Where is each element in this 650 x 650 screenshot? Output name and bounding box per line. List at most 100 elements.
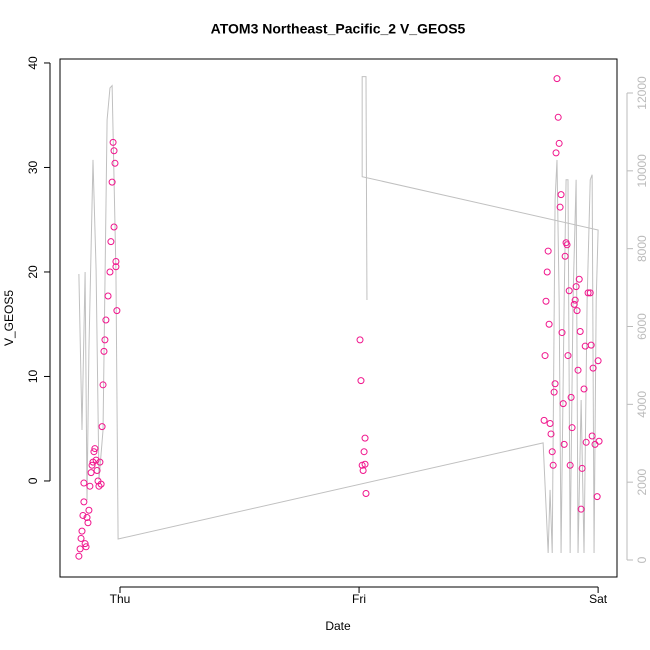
point	[106, 268, 114, 276]
point	[580, 385, 588, 393]
point	[360, 448, 368, 456]
point	[542, 297, 550, 305]
point	[573, 307, 581, 315]
point	[77, 534, 85, 542]
point	[85, 506, 93, 514]
point	[593, 493, 601, 501]
point	[574, 366, 582, 374]
point	[96, 458, 104, 466]
y-tick-label: 0	[26, 477, 40, 484]
point	[86, 482, 94, 490]
point	[102, 316, 110, 324]
point	[550, 388, 558, 396]
point	[566, 461, 574, 469]
point	[584, 289, 592, 297]
y2-tick-label: 6000	[635, 313, 649, 340]
point	[541, 352, 549, 360]
point	[91, 445, 99, 453]
point	[540, 416, 548, 424]
point	[80, 479, 88, 487]
x-tick-label: Thu	[110, 592, 131, 606]
point	[95, 482, 103, 490]
chart-title: ATOM3 Northeast_Pacific_2 V_GEOS5	[211, 21, 466, 37]
point	[83, 514, 91, 522]
point	[559, 400, 567, 408]
point	[554, 113, 562, 121]
line-series	[78, 76, 599, 554]
point	[111, 159, 119, 167]
point	[82, 543, 90, 551]
point	[108, 178, 116, 186]
point	[101, 336, 109, 344]
point	[560, 440, 568, 448]
point	[362, 490, 370, 498]
point	[110, 223, 118, 231]
point	[359, 467, 367, 475]
plot-frame	[59, 58, 618, 578]
point	[99, 381, 107, 389]
point	[571, 296, 579, 304]
point	[555, 139, 563, 147]
point	[112, 258, 120, 266]
point	[575, 275, 583, 283]
point	[565, 287, 573, 295]
point	[543, 268, 551, 276]
y-tick-label: 30	[26, 160, 40, 174]
point	[84, 519, 92, 527]
point	[361, 460, 369, 468]
point	[544, 247, 552, 255]
point	[561, 252, 569, 260]
y2-tick-label: 4000	[635, 391, 649, 418]
point	[578, 464, 586, 472]
point	[78, 527, 86, 535]
point	[576, 328, 584, 336]
x-axis-label: Date	[325, 619, 351, 633]
point	[80, 498, 88, 506]
point	[81, 540, 89, 548]
point	[549, 461, 557, 469]
y2-tick-label: 12000	[635, 76, 649, 110]
point	[100, 347, 108, 355]
point	[92, 456, 100, 464]
point	[587, 341, 595, 349]
point	[588, 432, 596, 440]
point	[547, 430, 555, 438]
point	[582, 438, 590, 446]
y2-tick-label: 0	[635, 556, 649, 563]
y-tick-label: 10	[26, 369, 40, 383]
point	[545, 320, 553, 328]
point	[546, 419, 554, 427]
point	[87, 469, 95, 477]
y2-tick-label: 8000	[635, 235, 649, 262]
point	[548, 448, 556, 456]
point	[567, 393, 575, 401]
point	[557, 191, 565, 199]
point	[356, 336, 364, 344]
point	[551, 380, 559, 388]
point	[564, 352, 572, 360]
point	[107, 238, 115, 246]
point	[581, 342, 589, 350]
point	[104, 292, 112, 300]
point	[563, 241, 571, 249]
point	[90, 448, 98, 456]
point	[552, 149, 560, 157]
point	[109, 138, 117, 146]
x-tick-label: Fri	[352, 592, 366, 606]
point	[93, 467, 101, 475]
y2-tick-label: 10000	[635, 154, 649, 188]
y2-tick-label: 2000	[635, 468, 649, 495]
point	[79, 511, 87, 519]
point	[594, 357, 602, 365]
y-tick-label: 40	[26, 56, 40, 70]
point	[586, 289, 594, 297]
point	[112, 263, 120, 271]
point	[110, 147, 118, 155]
point	[568, 424, 576, 432]
point	[577, 505, 585, 513]
point	[76, 545, 84, 553]
x-tick-label: Sat	[589, 592, 608, 606]
point	[361, 434, 369, 442]
point	[98, 423, 106, 431]
point	[572, 283, 580, 291]
